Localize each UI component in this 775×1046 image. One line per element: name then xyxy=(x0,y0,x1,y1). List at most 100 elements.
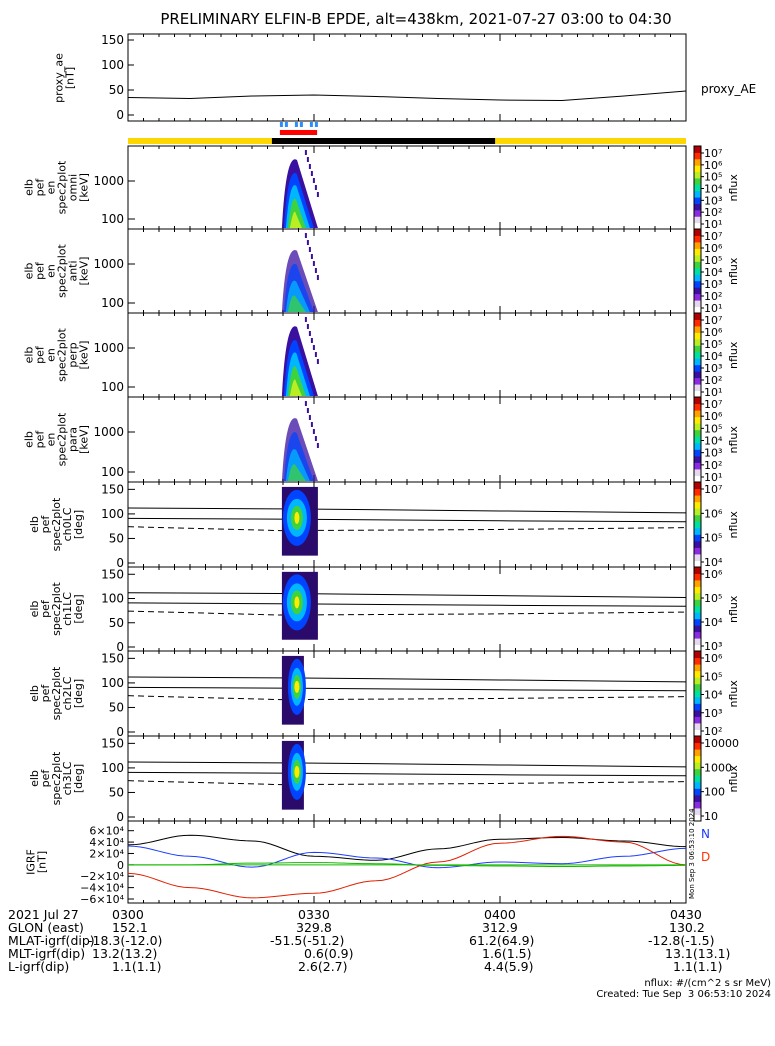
colorbar-tick-label: 10² xyxy=(704,725,722,738)
spectrogram-ylabel-2: elbpefenspec2plotperp[keV] xyxy=(23,328,91,382)
colorbar-tick-label: 10⁵ xyxy=(704,338,722,351)
colorbar-segment xyxy=(694,280,701,288)
pitch-tick-label: 150 xyxy=(101,651,124,665)
pitch-tick-label: 50 xyxy=(109,616,124,630)
colorbar-tick-label: 10¹ xyxy=(704,471,722,484)
igrf-side-stamp: Mon Sep 3 06:53:10 2024 xyxy=(688,808,696,899)
colorbar-segment xyxy=(694,261,701,269)
colorbar-segment xyxy=(694,254,701,262)
colorbar-segment xyxy=(694,410,701,418)
colorbar-tick-label: 10⁴ xyxy=(704,435,723,448)
colorbar-segment xyxy=(694,521,701,529)
colorbar-segment xyxy=(694,560,701,568)
colorbar-segment xyxy=(694,358,701,366)
loss-cone-upper xyxy=(127,761,687,768)
loss-cone-dashed xyxy=(127,526,687,532)
pitch-ylabel-1: elbpefspec2plotch1LC[deg] xyxy=(28,582,85,636)
loss-cone-mid xyxy=(127,686,687,692)
colorbar-segment xyxy=(694,390,701,398)
colorbar-segment xyxy=(694,403,701,411)
colorbar-tick-label: 10⁶ xyxy=(704,159,723,172)
colorbar-segment xyxy=(694,449,701,457)
colorbar-segment xyxy=(694,677,701,685)
spectrogram-speck xyxy=(310,422,313,427)
spectrogram-speck xyxy=(314,352,317,357)
spectrogram-frame-0 xyxy=(127,145,687,230)
colorbar-segment xyxy=(694,703,701,711)
colorbar-segment xyxy=(694,184,701,192)
colorbar-segment xyxy=(694,190,701,198)
colorbar-segment xyxy=(694,814,701,822)
spectrogram-ylabel-0: elbpefenspec2plotomni[keV] xyxy=(23,160,91,214)
colorbar-segment xyxy=(694,788,701,796)
colorbar-tick-label: 10² xyxy=(704,459,722,472)
colorbar-segment xyxy=(694,527,701,535)
spectrogram-speck xyxy=(306,408,309,413)
spectrogram-speck xyxy=(314,185,317,190)
loss-cone-mid xyxy=(127,602,687,607)
spectrogram-frame-1 xyxy=(127,228,687,314)
colorbar-segment xyxy=(694,755,701,763)
colorbar-segment xyxy=(694,158,701,166)
colorbar-segment xyxy=(694,203,701,211)
spectrogram-speck xyxy=(304,317,307,322)
colorbar-tick-label: 10⁶ xyxy=(704,242,723,255)
status-bar-black xyxy=(271,138,496,144)
spectrogram-speck xyxy=(310,171,313,176)
colorbar-segment xyxy=(694,768,701,776)
colorbar-tick-label: 10⁴ xyxy=(704,350,723,363)
pitch-tick-label: 50 xyxy=(109,700,124,714)
igrf-tick-label: 0 xyxy=(117,859,124,872)
colorbar-segment xyxy=(694,209,701,217)
igrf-line-n xyxy=(127,845,687,869)
pitch-tick-label: 150 xyxy=(101,482,124,496)
attitude-tick-blue xyxy=(284,122,288,127)
spectrogram-tick-label: 100 xyxy=(101,296,124,310)
pitch-tick-label: 150 xyxy=(101,567,124,581)
units-note: nflux: #/(cm^2 s sr MeV) xyxy=(644,978,771,989)
colorbar-tick-label: 10⁵ xyxy=(704,171,722,184)
colorbar-segment xyxy=(694,332,701,340)
spectrogram-flux-patch xyxy=(289,211,302,228)
spectrogram-colorbar-3-label: nflux xyxy=(727,426,740,454)
pitch-frame-2 xyxy=(127,650,687,737)
colorbar-segment xyxy=(694,345,701,353)
proxy-ae-ylabel: proxy_ae[nT] xyxy=(53,53,77,103)
footer-row-time: 2021 Jul 27 0300 0330 0400 0430 xyxy=(8,907,702,922)
colorbar-tick-label: 10¹ xyxy=(704,302,722,315)
colorbar-tick-label: 10⁵ xyxy=(704,422,722,435)
igrf-tick-label: 6×10⁴ xyxy=(89,825,124,838)
created-stamp: Created: Tue Sep 3 06:53:10 2024 xyxy=(596,989,771,1000)
spectrogram-speck xyxy=(310,254,313,259)
colorbar-tick-label: 10⁷ xyxy=(704,314,722,327)
attitude-tick-blue xyxy=(314,122,318,127)
spectrogram-flux-patch xyxy=(287,295,306,312)
pitch-tick-label: 100 xyxy=(101,676,124,690)
spectrogram-speck xyxy=(304,150,307,155)
igrf-legend-d: D xyxy=(701,850,710,864)
elfin-summary-plot: PRELIMINARY ELFIN-B EPDE, alt=438km, 202… xyxy=(23,10,757,906)
colorbar-segment xyxy=(694,293,701,301)
colorbar-segment xyxy=(694,287,701,295)
spectrogram-tick-label: 1000 xyxy=(93,341,124,355)
pitch-frame-1 xyxy=(127,566,687,652)
loss-cone-mid xyxy=(127,517,687,523)
colorbar-segment xyxy=(694,670,701,678)
loss-cone-dashed xyxy=(127,610,687,616)
colorbar-segment xyxy=(694,222,701,230)
colorbar-tick-label: 10³ xyxy=(704,707,722,720)
colorbar-tick-label: 10³ xyxy=(704,447,722,460)
colorbar-segment xyxy=(694,241,701,249)
proxy-ae-legend: proxy_AE xyxy=(701,82,756,96)
colorbar-segment xyxy=(694,146,701,153)
spectrogram-colorbar-1-label: nflux xyxy=(727,257,740,285)
colorbar-segment xyxy=(694,534,701,542)
spectrogram-speck xyxy=(316,443,319,448)
colorbar-segment xyxy=(694,436,701,444)
colorbar-segment xyxy=(694,416,701,424)
colorbar-segment xyxy=(694,508,701,516)
colorbar-segment xyxy=(694,319,701,327)
spectrogram-tick-label: 100 xyxy=(101,380,124,394)
pitch-frame-0 xyxy=(127,481,687,568)
colorbar-tick-label: 10 xyxy=(704,810,718,823)
